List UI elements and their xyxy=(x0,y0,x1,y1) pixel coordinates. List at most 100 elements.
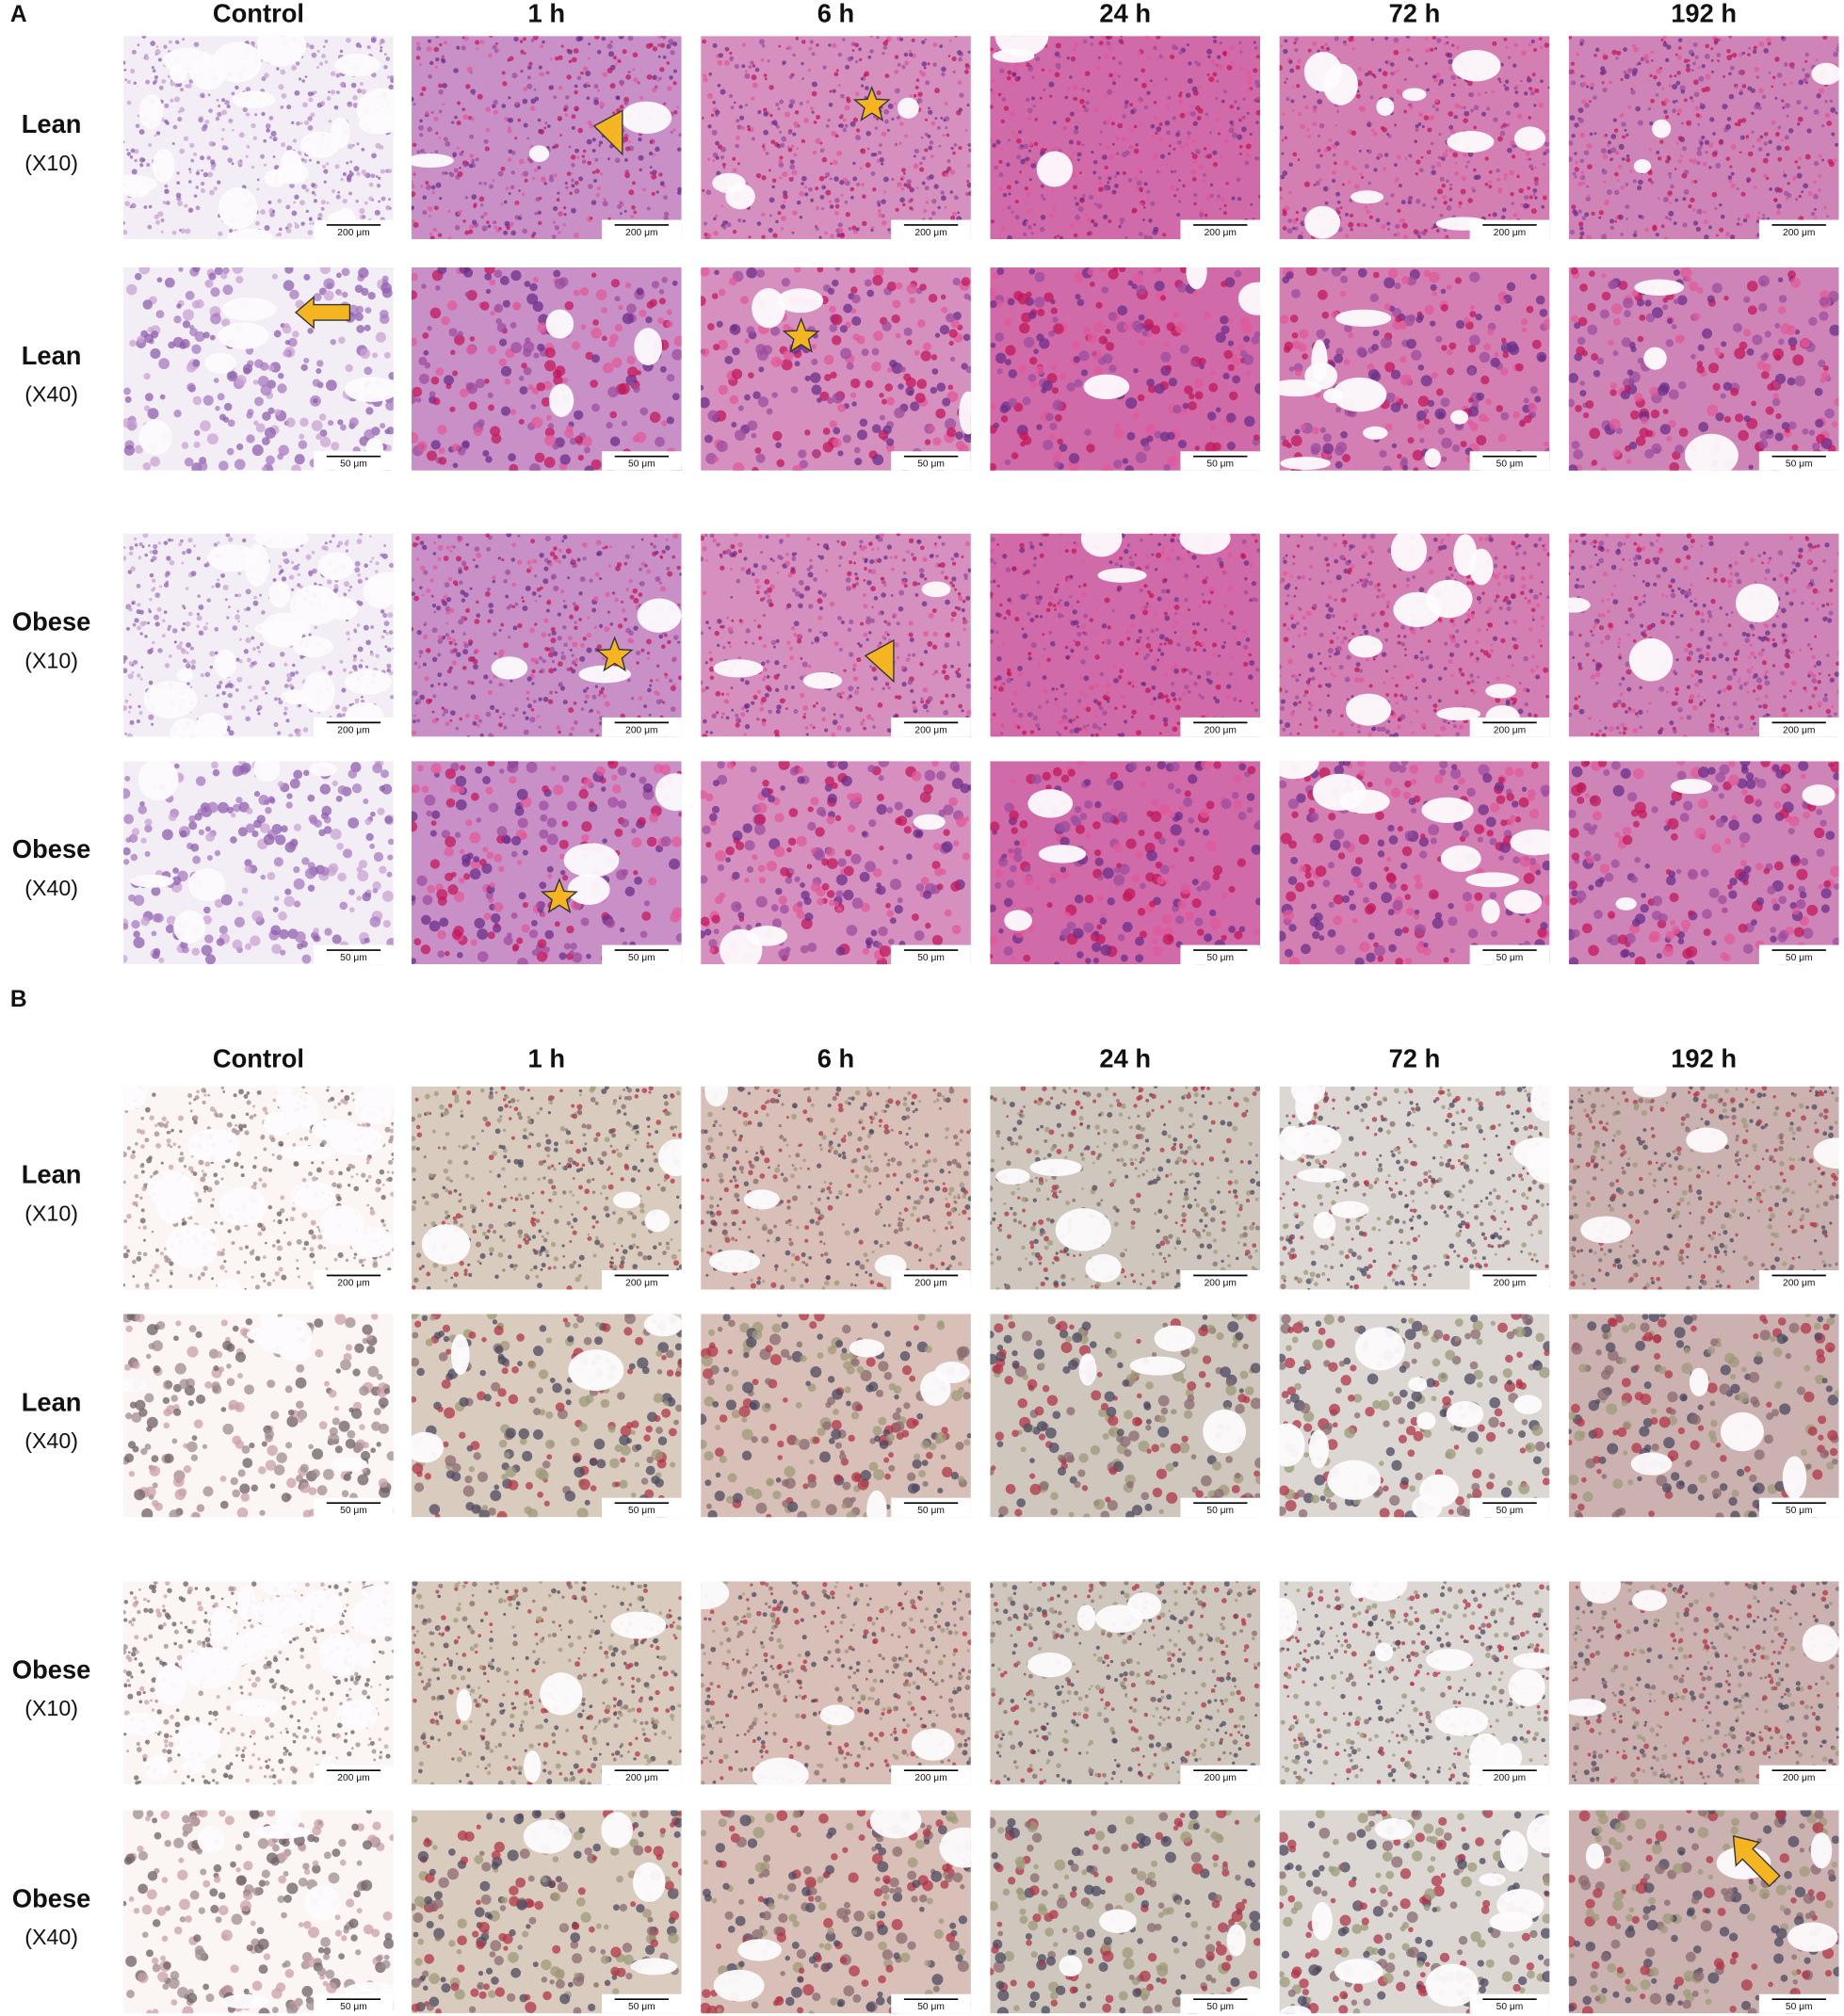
micrograph: 50 μm xyxy=(123,1314,394,1518)
column-header: Control xyxy=(213,1044,304,1073)
row-group-label: Lean xyxy=(22,341,82,370)
row-magnification: (X10) xyxy=(24,1696,78,1720)
scale-bar-label: 200 μm xyxy=(1494,725,1526,735)
column-header: 1 h xyxy=(528,0,565,28)
micrograph: 50 μm xyxy=(1279,1314,1550,1518)
scale-bar-label: 50 μm xyxy=(1206,953,1234,963)
micrograph: 50 μm xyxy=(1279,267,1550,471)
micrograph: 50 μm xyxy=(1568,1810,1839,2014)
scale-bar-label: 50 μm xyxy=(1206,460,1234,470)
scale-bar-label: 200 μm xyxy=(625,228,657,238)
scale-bar-label: 200 μm xyxy=(1494,1773,1526,1783)
micrograph: 50 μm xyxy=(701,267,971,471)
micrograph: 200 μm xyxy=(123,36,394,239)
micrograph: 200 μm xyxy=(1568,36,1839,239)
micrograph: 200 μm xyxy=(990,533,1261,737)
micrograph: 50 μm xyxy=(411,1810,682,2014)
star-marker xyxy=(852,85,891,121)
scale-bar-label: 200 μm xyxy=(1783,725,1815,735)
scale-bar-label: 200 μm xyxy=(1783,1278,1815,1288)
scale-bar-label: 50 μm xyxy=(1496,460,1524,470)
scale-bar-label: 50 μm xyxy=(917,953,945,963)
micrograph: 50 μm xyxy=(1568,761,1839,965)
micrograph: 200 μm xyxy=(1568,533,1839,737)
micrograph: 200 μm xyxy=(701,36,971,239)
scale-bar-label: 200 μm xyxy=(1205,228,1237,238)
scale-bar-label: 200 μm xyxy=(1494,228,1526,238)
micrograph: 50 μm xyxy=(411,1314,682,1518)
scale-bar-label: 50 μm xyxy=(628,2002,655,2012)
micrograph: 50 μm xyxy=(1568,267,1839,471)
column-header: 192 h xyxy=(1671,1044,1737,1073)
micrograph: 200 μm xyxy=(411,1581,682,1785)
scale-bar-label: 200 μm xyxy=(914,725,946,735)
micrograph: 200 μm xyxy=(701,1086,971,1290)
column-header: 6 h xyxy=(817,0,854,28)
micrograph: 200 μm xyxy=(701,1581,971,1785)
micrograph: 50 μm xyxy=(701,761,971,965)
micrograph: 50 μm xyxy=(123,761,394,965)
micrograph: 200 μm xyxy=(411,533,682,737)
scale-bar-label: 50 μm xyxy=(340,953,367,963)
micrograph: 200 μm xyxy=(1568,1581,1839,1785)
column-header: 72 h xyxy=(1389,1044,1441,1073)
scale-bar-label: 50 μm xyxy=(1206,2002,1234,2012)
scale-bar-label: 200 μm xyxy=(337,725,369,735)
scale-bar-label: 200 μm xyxy=(625,1773,657,1783)
scale-bar-label: 200 μm xyxy=(914,1773,946,1783)
micrograph: 50 μm xyxy=(990,267,1261,471)
column-header: 24 h xyxy=(1099,0,1151,28)
row-magnification: (X10) xyxy=(24,151,78,175)
column-header: 6 h xyxy=(817,1044,854,1073)
scale-bar-label: 50 μm xyxy=(628,1506,655,1516)
scale-bar-label: 50 μm xyxy=(917,1506,945,1516)
row-group-label: Obese xyxy=(12,606,90,636)
micrograph: 200 μm xyxy=(1279,1581,1550,1785)
panel-label: B xyxy=(10,987,27,1012)
row-magnification: (X40) xyxy=(24,1925,78,1949)
scale-bar-label: 50 μm xyxy=(1786,460,1813,470)
micrograph: 200 μm xyxy=(990,1581,1261,1785)
row-magnification: (X10) xyxy=(24,648,78,672)
scale-bar-label: 50 μm xyxy=(917,460,945,470)
micrograph: 50 μm xyxy=(701,1314,971,1518)
scale-bar-label: 200 μm xyxy=(625,725,657,735)
micrograph: 200 μm xyxy=(123,533,394,737)
micrograph: 50 μm xyxy=(123,267,394,471)
micrograph: 50 μm xyxy=(123,1810,394,2014)
scale-bar-label: 50 μm xyxy=(340,1506,367,1516)
micrograph: 50 μm xyxy=(411,761,682,965)
scale-bar-label: 200 μm xyxy=(337,228,369,238)
scale-bar-label: 200 μm xyxy=(625,1278,657,1288)
scale-bar-label: 200 μm xyxy=(914,1278,946,1288)
row-group-label: Obese xyxy=(12,1654,90,1684)
scale-bar-label: 200 μm xyxy=(1494,1278,1526,1288)
column-header: 24 h xyxy=(1099,1044,1151,1073)
arrowhead-marker xyxy=(592,109,623,156)
micrograph: 200 μm xyxy=(1279,1086,1550,1290)
row-magnification: (X40) xyxy=(24,382,78,407)
scale-bar-label: 200 μm xyxy=(1205,1278,1237,1288)
scale-bar-label: 200 μm xyxy=(1205,725,1237,735)
micrograph: 200 μm xyxy=(411,1086,682,1290)
micrograph: 200 μm xyxy=(123,1086,394,1290)
star-marker xyxy=(541,878,578,914)
scale-bar-label: 50 μm xyxy=(340,2002,367,2012)
scale-bar-label: 50 μm xyxy=(1786,1506,1813,1516)
scale-bar-label: 50 μm xyxy=(1496,2002,1524,2012)
arrow-marker xyxy=(294,295,351,330)
micrograph: 50 μm xyxy=(411,267,682,471)
row-group-label: Lean xyxy=(22,1387,82,1416)
scale-bar-label: 200 μm xyxy=(1783,228,1815,238)
micrograph: 50 μm xyxy=(1568,1314,1839,1518)
micrograph: 200 μm xyxy=(1279,36,1550,239)
scale-bar-label: 50 μm xyxy=(1496,1506,1524,1516)
star-marker xyxy=(595,636,634,672)
micrograph: 200 μm xyxy=(123,1581,394,1785)
row-magnification: (X40) xyxy=(24,876,78,900)
star-marker xyxy=(782,316,820,353)
scale-bar-label: 50 μm xyxy=(1206,1506,1234,1516)
arrow-marker xyxy=(1732,1834,1781,1888)
